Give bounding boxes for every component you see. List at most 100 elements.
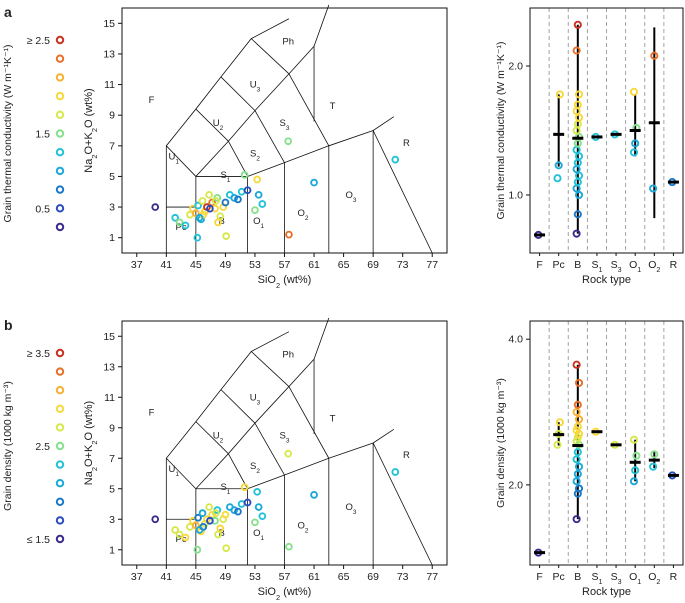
tas-point-b-25 (253, 487, 262, 496)
legend-tick-label-b-1: 2.5 (35, 441, 50, 453)
legend-swatch-a-1 (55, 54, 65, 63)
tas-field-label-a-1: F (149, 95, 155, 106)
legend-swatch-a-7 (55, 166, 65, 176)
tas-point-b-1 (171, 526, 180, 534)
strip-point-a-2-12 (572, 126, 581, 135)
tas-point-a-20 (230, 194, 239, 202)
tas-field-label-b-1: F (149, 408, 155, 419)
strip-point-b-2-14 (574, 415, 584, 424)
tas-point-b-12 (205, 503, 214, 511)
legend-tick-label-a-0: ≥ 2.5 (27, 35, 50, 47)
strip-point-a-1-0 (553, 174, 562, 183)
strip-point-b-2-15 (572, 407, 581, 417)
tas-point-b-30 (310, 491, 318, 499)
tas-boundary-a-12 (228, 141, 248, 177)
tas-xtick-label-a-7: 65 (338, 259, 350, 271)
tas-boundary-b-10 (220, 389, 256, 424)
strip-point-a-1-1 (554, 161, 563, 170)
strip-point-b-2-16 (573, 400, 582, 409)
tas-point-a-16 (216, 212, 225, 221)
strip-point-a-2-17 (574, 90, 584, 99)
tas-point-a-23 (240, 171, 249, 179)
tas-point-b-0 (151, 515, 160, 524)
strip-point-b-2-5 (574, 462, 584, 471)
tas-ytick-label-b-7: 15 (103, 331, 115, 343)
panel-letter-a: a (4, 4, 12, 20)
tas-point-b-13 (208, 510, 216, 519)
strip-category-label-b-0: F (536, 571, 542, 583)
panel-letter-b: b (4, 317, 13, 333)
strip-point-b-2-0 (572, 515, 581, 524)
strip-point-b-2-18 (572, 360, 581, 369)
tas-point-a-3 (181, 221, 190, 230)
tas-field-label-a-6: U1 (168, 152, 179, 166)
tas-point-b-4 (186, 523, 194, 531)
tas-ytick-label-b-4: 9 (109, 422, 115, 434)
tas-point-a-31 (391, 155, 400, 164)
tas-point-b-32 (193, 545, 202, 554)
tas-field-label-b-9: S1 (220, 482, 230, 496)
tas-boundary-a-10 (220, 76, 256, 111)
strip-point-b-2-6 (572, 455, 581, 464)
tas-point-b-2 (175, 530, 184, 539)
tas-field-label-a-4: U2 (213, 118, 224, 132)
tas-field-label-a-14: Pc (176, 222, 187, 233)
tas-point-b-34 (206, 516, 214, 525)
tas-field-label-a-12: O1 (253, 216, 264, 230)
tas-ytick-label-a-1: 3 (109, 202, 115, 214)
strip-frame-a (529, 7, 684, 254)
tas-point-a-27 (258, 200, 267, 208)
legend-swatch-b-3 (55, 404, 65, 413)
strip-point-b-2-2 (574, 484, 584, 493)
tas-point-a-13 (208, 198, 216, 207)
strip-ytick-label-b-1: 4.0 (508, 334, 523, 346)
tas-boundary-b-16 (372, 442, 433, 566)
strip-point-b-6-1 (650, 450, 659, 459)
legend-swatch-a-8 (55, 185, 65, 194)
strip-ytick-label-a-0: 1.0 (508, 189, 523, 201)
legend-swatch-b-7 (55, 479, 65, 488)
strip-ytick-label-a-1: 2.0 (508, 61, 523, 73)
tas-boundary-a-11 (250, 38, 290, 75)
tas-point-a-2 (175, 218, 184, 227)
tas-y-axis-title-a: Na2O+K2O (wt%) (83, 88, 99, 172)
strip-category-label-b-5: O1 (629, 571, 641, 586)
tas-point-b-26 (254, 503, 263, 511)
tas-boundary-a-0 (165, 18, 290, 253)
tas-ytick-label-a-5: 11 (104, 79, 115, 91)
strip-point-b-1-0 (553, 440, 562, 449)
tas-xtick-label-a-0: 37 (131, 259, 143, 271)
tas-point-a-37 (214, 218, 222, 227)
strip-point-a-2-19 (573, 20, 582, 29)
tas-point-b-31 (391, 468, 400, 476)
strip-category-label-a-4: S3 (611, 259, 622, 274)
tas-ytick-label-a-4: 9 (109, 110, 115, 122)
tas-xtick-label-b-10: 77 (426, 571, 438, 583)
tas-ytick-label-a-3: 7 (109, 140, 115, 152)
legend-swatch-b-1 (55, 367, 65, 376)
tas-point-a-1 (171, 213, 180, 222)
legend-swatch-b-0 (55, 348, 65, 358)
tas-boundary-b-0 (165, 331, 290, 565)
strip-point-a-2-3 (572, 184, 581, 193)
strip-point-a-2-1 (573, 210, 582, 219)
tas-boundary-a-16 (372, 130, 433, 254)
strip-point-b-2-17 (574, 378, 584, 387)
tas-boundary-b-8 (166, 457, 197, 490)
strip-category-label-a-0: F (536, 259, 542, 271)
tas-field-label-a-10: O3 (345, 190, 356, 204)
tas-xtick-label-a-10: 77 (426, 259, 438, 271)
strip-category-label-b-1: Pc (553, 571, 565, 583)
tas-y-axis-title-b: Na2O+K2O (wt%) (83, 401, 99, 485)
tas-field-label-b-11: O2 (297, 520, 308, 534)
strip-point-a-6-0 (649, 184, 658, 193)
tas-xtick-label-b-0: 37 (131, 571, 143, 583)
tas-xtick-label-a-3: 49 (220, 259, 232, 271)
strip-x-axis-title-b: Rock type (582, 586, 631, 598)
tas-field-label-a-11: O2 (297, 208, 308, 222)
tas-field-label-b-10: O3 (345, 502, 356, 516)
tas-field-label-a-0: Ph (282, 37, 294, 48)
tas-field-label-a-2: U3 (250, 80, 261, 94)
tas-field-label-b-0: Ph (282, 350, 294, 361)
tas-boundary-b-12 (228, 453, 248, 489)
